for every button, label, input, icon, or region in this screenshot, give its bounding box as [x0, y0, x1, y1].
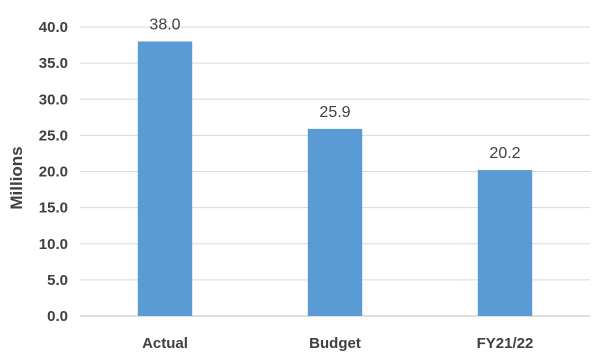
x-axis-categories: Actual Budget FY21/22: [142, 335, 533, 352]
x-category-label: Budget: [309, 335, 361, 352]
y-tick-label: 20.0: [39, 164, 68, 181]
y-tick-label: 15.0: [39, 200, 68, 217]
data-label: 25.9: [319, 104, 350, 121]
bar-budget: [307, 128, 363, 316]
y-tick-label: 25.0: [39, 127, 68, 144]
y-axis-ticks: 0.0 5.0 10.0 15.0 20.0 25.0 30.0 35.0 40.0: [39, 19, 68, 325]
bar-actual: [137, 41, 193, 316]
bars: [137, 41, 533, 316]
data-labels: 38.0 25.9 20.2: [149, 16, 520, 162]
data-label: 20.2: [489, 145, 520, 162]
y-tick-label: 35.0: [39, 55, 68, 72]
y-tick-label: 40.0: [39, 19, 68, 36]
y-tick-label: 10.0: [39, 236, 68, 253]
x-category-label: Actual: [142, 335, 188, 352]
y-axis-title: Millions: [7, 146, 26, 209]
data-label: 38.0: [149, 16, 180, 33]
y-tick-label: 30.0: [39, 91, 68, 108]
bar-fy21-22: [477, 170, 533, 316]
y-tick-label: 0.0: [47, 308, 68, 325]
y-tick-label: 5.0: [47, 272, 68, 289]
x-category-label: FY21/22: [477, 335, 534, 352]
